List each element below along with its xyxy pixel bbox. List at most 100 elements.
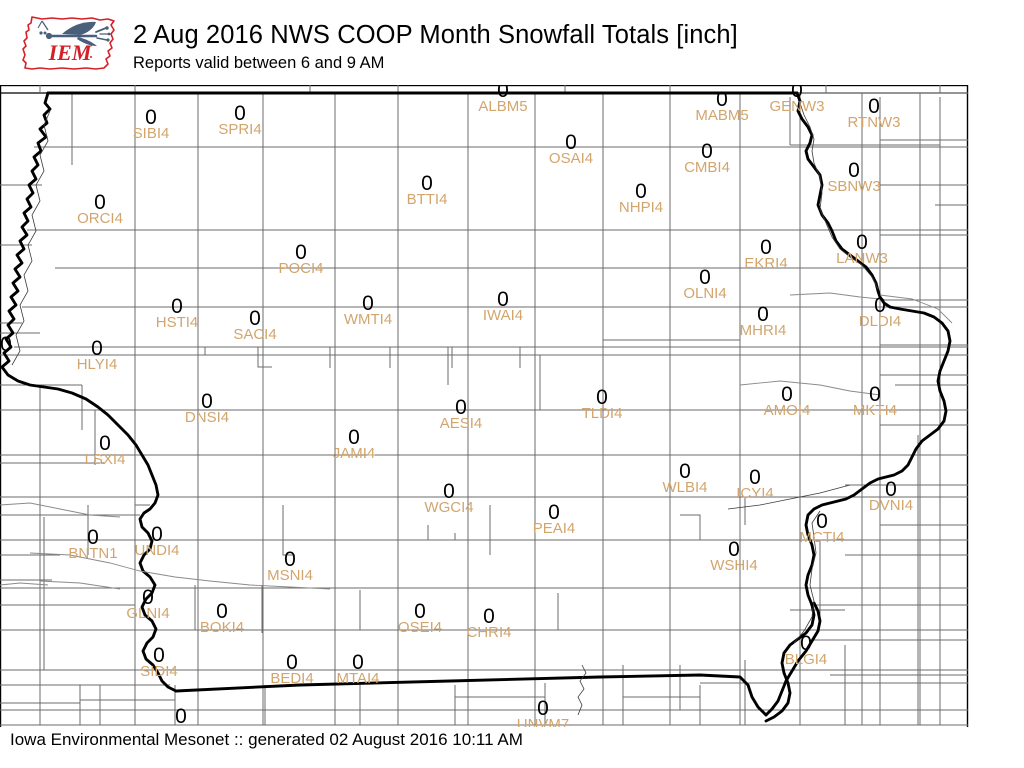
station-id-label: BNTN1	[68, 545, 118, 562]
station-value: 0	[483, 605, 495, 628]
station-value: 0	[635, 180, 647, 203]
station-value: 0	[145, 106, 157, 129]
station-marker[interactable]: 0 GENW3	[769, 85, 824, 115]
station-value: 0	[249, 307, 261, 330]
station-value: 0	[151, 523, 163, 546]
station-value: 0	[565, 131, 577, 154]
station-id-label: UNDI4	[134, 542, 180, 559]
station-marker[interactable]: 0 IWAI4	[483, 289, 523, 324]
station-marker[interactable]: 0 GLNI4	[126, 586, 169, 622]
station-marker[interactable]: 0 BNTN1	[68, 527, 118, 562]
station-marker[interactable]: 0	[175, 706, 187, 727]
anemometer-icon	[37, 20, 111, 46]
iem-logo-text: IEM	[48, 40, 93, 65]
station-marker[interactable]: 0 DVNI4	[869, 479, 913, 514]
station-marker[interactable]: 0 WGCI4	[424, 481, 473, 516]
station-marker[interactable]: 0 HSTI4	[156, 295, 199, 331]
station-marker[interactable]: 0 AESI4	[440, 397, 483, 432]
station-value: 0	[201, 390, 213, 413]
station-marker[interactable]: 0 ALBM5	[478, 85, 527, 115]
station-id-label: SPRI4	[218, 121, 262, 138]
station-marker[interactable]: 0 SBNW3	[827, 160, 881, 195]
station-id-label: BLGI4	[784, 651, 828, 668]
station-value: 0	[234, 102, 246, 125]
station-marker[interactable]: 0 EKRI4	[744, 236, 787, 272]
station-value: 0	[414, 600, 426, 623]
station-marker[interactable]: 0 SIBI4	[133, 106, 170, 142]
station-marker[interactable]: 0	[0, 333, 12, 356]
station-marker[interactable]: 0 RTNW3	[847, 95, 901, 131]
station-value: 0	[760, 236, 772, 259]
station-id-label: SBNW3	[827, 178, 881, 195]
station-marker[interactable]: 0 TLDI4	[582, 387, 623, 422]
station-id-label: ORCI4	[77, 210, 123, 227]
station-value: 0	[99, 432, 111, 455]
iem-logo: IEM	[18, 8, 126, 78]
station-marker[interactable]: 0 DLDI4	[858, 295, 902, 330]
station-id-label: DNSI4	[184, 409, 230, 426]
station-marker[interactable]: 0 AMOI4	[764, 384, 811, 419]
station-marker[interactable]: 0 BEDI4	[270, 652, 314, 687]
station-value: 0	[716, 88, 728, 111]
station-id-label: JAMI4	[332, 445, 376, 462]
station-marker[interactable]: 0 CHRI4	[466, 605, 512, 641]
station-marker[interactable]: 0 JAMI4	[332, 427, 376, 462]
station-marker[interactable]: 0 OSAI4	[549, 131, 593, 167]
station-value: 0	[816, 510, 828, 533]
station-marker[interactable]: 0 MCTI4	[800, 510, 845, 546]
station-marker[interactable]: 0 UNDI4	[134, 523, 180, 559]
map-canvas[interactable]: 0 ALBM5 0 SIBI4 0 SPRI4 0 MABM5 0 GENW3 0 RTNW3 0 OSA…	[0, 85, 1024, 730]
station-marker[interactable]: 0 BOKI4	[200, 601, 244, 636]
station-value: 0	[856, 231, 868, 254]
station-value: 0	[868, 95, 880, 118]
station-id-label: DLDI4	[858, 313, 902, 330]
station-marker[interactable]: 0 OSEI4	[398, 600, 442, 636]
station-marker[interactable]: 0 POCI4	[278, 241, 323, 277]
station-marker[interactable]: 0 SACI4	[233, 307, 276, 343]
station-marker[interactable]: 0 LANW3	[836, 231, 888, 267]
station-marker[interactable]: 0 PEAI4	[533, 502, 576, 537]
station-marker[interactable]: 0 MABM5	[695, 88, 749, 124]
station-marker[interactable]: 0 MHRI4	[739, 304, 787, 339]
station-id-label: WLBI4	[662, 479, 708, 496]
station-id-label: MKTI4	[852, 402, 898, 419]
station-marker[interactable]: 0 WMTI4	[344, 293, 392, 328]
station-marker[interactable]: 0 NHPI4	[619, 180, 663, 216]
station-marker[interactable]: 0 WLBI4	[662, 461, 708, 496]
station-marker[interactable]: 0 MKTI4	[852, 384, 898, 419]
station-marker[interactable]: 0 MTAI4	[336, 652, 379, 687]
page-footer: Iowa Environmental Mesonet :: generated …	[0, 727, 1024, 768]
station-marker[interactable]: 0 OLNI4	[683, 267, 726, 302]
station-value: 0	[537, 697, 549, 720]
station-marker[interactable]: 0 SIDI4	[140, 645, 178, 680]
station-marker[interactable]: 0 SPRI4	[218, 102, 262, 138]
station-marker[interactable]: 0 BTTI4	[407, 172, 448, 208]
neighbor-county-detail	[0, 292, 953, 590]
station-id-label: CMBI4	[684, 159, 730, 176]
station-marker[interactable]: 0 MSNI4	[267, 549, 313, 584]
station-id-label: RTNW3	[847, 114, 901, 131]
station-marker[interactable]: 0 HLYI4	[76, 338, 118, 373]
station-value: 0	[142, 586, 154, 609]
station-id-label: UNVM7	[516, 716, 570, 731]
station-marker[interactable]: 0 CMBI4	[684, 141, 730, 176]
station-value: 0	[171, 295, 183, 318]
station-marker[interactable]: 0 DNSI4	[184, 390, 230, 426]
station-id-label: HLYI4	[76, 356, 118, 373]
station-id-label: BEDI4	[270, 670, 314, 687]
station-value: 0	[0, 333, 12, 356]
station-marker[interactable]: 0 ORCI4	[77, 192, 123, 227]
station-id-label: CHRI4	[466, 624, 512, 641]
station-marker[interactable]: 0 UNVM7	[516, 697, 570, 731]
station-value: 0	[421, 172, 433, 195]
station-id-label: MHRI4	[739, 322, 787, 339]
footer-credit: Iowa Environmental Mesonet :: generated …	[10, 730, 523, 749]
station-marker[interactable]: 0 ICYI4	[736, 466, 774, 502]
station-marker[interactable]: 0 BLGI4	[784, 633, 828, 668]
station-marker[interactable]: 0 WSHI4	[710, 539, 758, 574]
station-marker[interactable]: 0 LSXI4	[85, 432, 126, 468]
station-value: 0	[295, 241, 307, 264]
station-id-label: MABM5	[695, 107, 749, 124]
page-header: IEM 2 Aug 2016 NWS COOP Month Snowfall T…	[0, 0, 1024, 85]
station-value: 0	[749, 466, 761, 489]
